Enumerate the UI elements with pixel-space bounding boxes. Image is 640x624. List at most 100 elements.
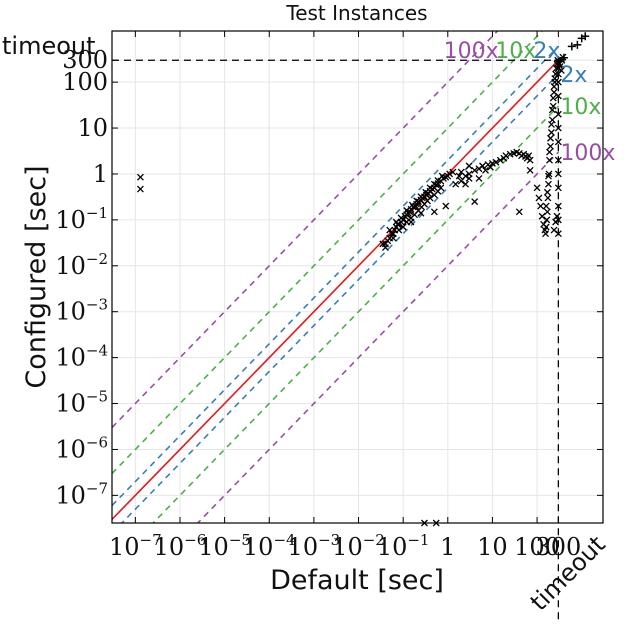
chart-title: Test Instances	[285, 1, 427, 25]
data-point	[381, 244, 389, 251]
x-tick-label: 10−7	[109, 531, 162, 561]
x-tick-label: 10−3	[288, 531, 341, 561]
data-point	[397, 214, 405, 222]
data-point	[535, 194, 543, 202]
data-point	[545, 172, 552, 180]
data-point	[546, 148, 553, 156]
data-point	[547, 134, 554, 142]
reference-lines	[112, 31, 559, 523]
data-point	[395, 226, 403, 234]
data-point	[136, 173, 144, 181]
data-point	[547, 129, 555, 136]
y-tick-label: 10−3	[55, 296, 108, 326]
y-tick-label: 10−6	[55, 433, 108, 463]
x-tick-label: 1	[440, 533, 455, 561]
data-point	[525, 152, 533, 160]
data-point	[471, 166, 479, 174]
data-point	[553, 212, 561, 220]
reference-line	[151, 105, 559, 523]
timeout-lines	[112, 59, 560, 622]
data-point	[567, 42, 576, 51]
data-point	[545, 180, 552, 188]
x-tick-label: 10	[477, 533, 508, 561]
data-point	[389, 234, 397, 242]
x-tick-label: 10−4	[243, 531, 296, 561]
reference-line	[112, 31, 544, 475]
reference-line	[196, 151, 559, 523]
data-point	[554, 78, 562, 86]
data-point	[554, 124, 562, 132]
data-point	[556, 62, 564, 70]
data-point	[465, 174, 473, 182]
data-point	[554, 56, 563, 65]
data-point	[542, 223, 550, 231]
data-point	[573, 40, 582, 49]
y-tick-label: 10−4	[55, 342, 108, 372]
data-point	[515, 208, 523, 216]
x-tick-label: 10−1	[377, 531, 430, 561]
data-point	[407, 218, 415, 226]
data-point	[449, 168, 457, 176]
data-point	[543, 188, 551, 196]
data-point	[543, 208, 551, 216]
data-point	[545, 170, 553, 178]
y-tick-label: 10−1	[55, 204, 108, 234]
data-point	[554, 184, 562, 192]
data-point	[542, 230, 550, 238]
y-tick-label: 1	[93, 160, 108, 188]
reference-line-group	[112, 31, 559, 523]
data-point	[542, 202, 550, 210]
x-tick-label: 300	[535, 533, 581, 561]
x-axis-label: Default [sec]	[270, 565, 444, 596]
data-point	[430, 208, 438, 216]
y-timeout-label: timeout	[2, 32, 96, 60]
data-point	[547, 142, 554, 150]
y-tick-label: 10−7	[55, 479, 108, 509]
y-tick-label: 10	[77, 114, 108, 142]
ratio-label: 100x	[560, 141, 615, 166]
data-point	[452, 180, 460, 188]
data-point	[457, 168, 465, 176]
data-point	[417, 209, 425, 217]
y-tick-label: 100	[62, 68, 108, 96]
y-tick-label: 10−2	[55, 250, 108, 280]
data-point	[557, 66, 565, 74]
data-point	[559, 53, 568, 62]
x-tick-label: 10−6	[154, 531, 207, 561]
data-point	[554, 92, 562, 100]
y-tick-label: 10−5	[55, 388, 108, 418]
x-tick-label: 10−2	[332, 531, 385, 561]
data-point	[552, 218, 560, 226]
data-point	[462, 180, 470, 188]
data-point	[492, 158, 500, 166]
data-point	[554, 138, 562, 146]
ratio-label: 10x	[560, 95, 601, 120]
data-point	[554, 170, 562, 178]
y-axis-label: Configured [sec]	[21, 165, 52, 388]
data-point	[136, 185, 144, 193]
data-point	[437, 184, 445, 192]
data-point	[455, 172, 463, 180]
data-point	[442, 202, 450, 210]
data-point	[549, 94, 557, 102]
data-point	[547, 120, 555, 128]
data-point	[496, 156, 504, 164]
data-point	[502, 152, 510, 160]
data-point	[550, 226, 558, 234]
data-point	[554, 110, 562, 118]
data-point	[386, 226, 394, 234]
data-point	[379, 240, 387, 248]
data-point	[546, 156, 553, 164]
data-point	[554, 202, 562, 210]
data-point	[446, 170, 454, 178]
reference-line	[120, 73, 559, 523]
data-point	[543, 216, 551, 224]
ratio-label: 100x	[444, 39, 499, 64]
data-point	[526, 166, 534, 174]
reference-line	[112, 45, 559, 507]
data-point	[471, 198, 479, 206]
y-tick-label: 300	[62, 46, 108, 74]
ratio-label: 2x	[533, 39, 560, 64]
